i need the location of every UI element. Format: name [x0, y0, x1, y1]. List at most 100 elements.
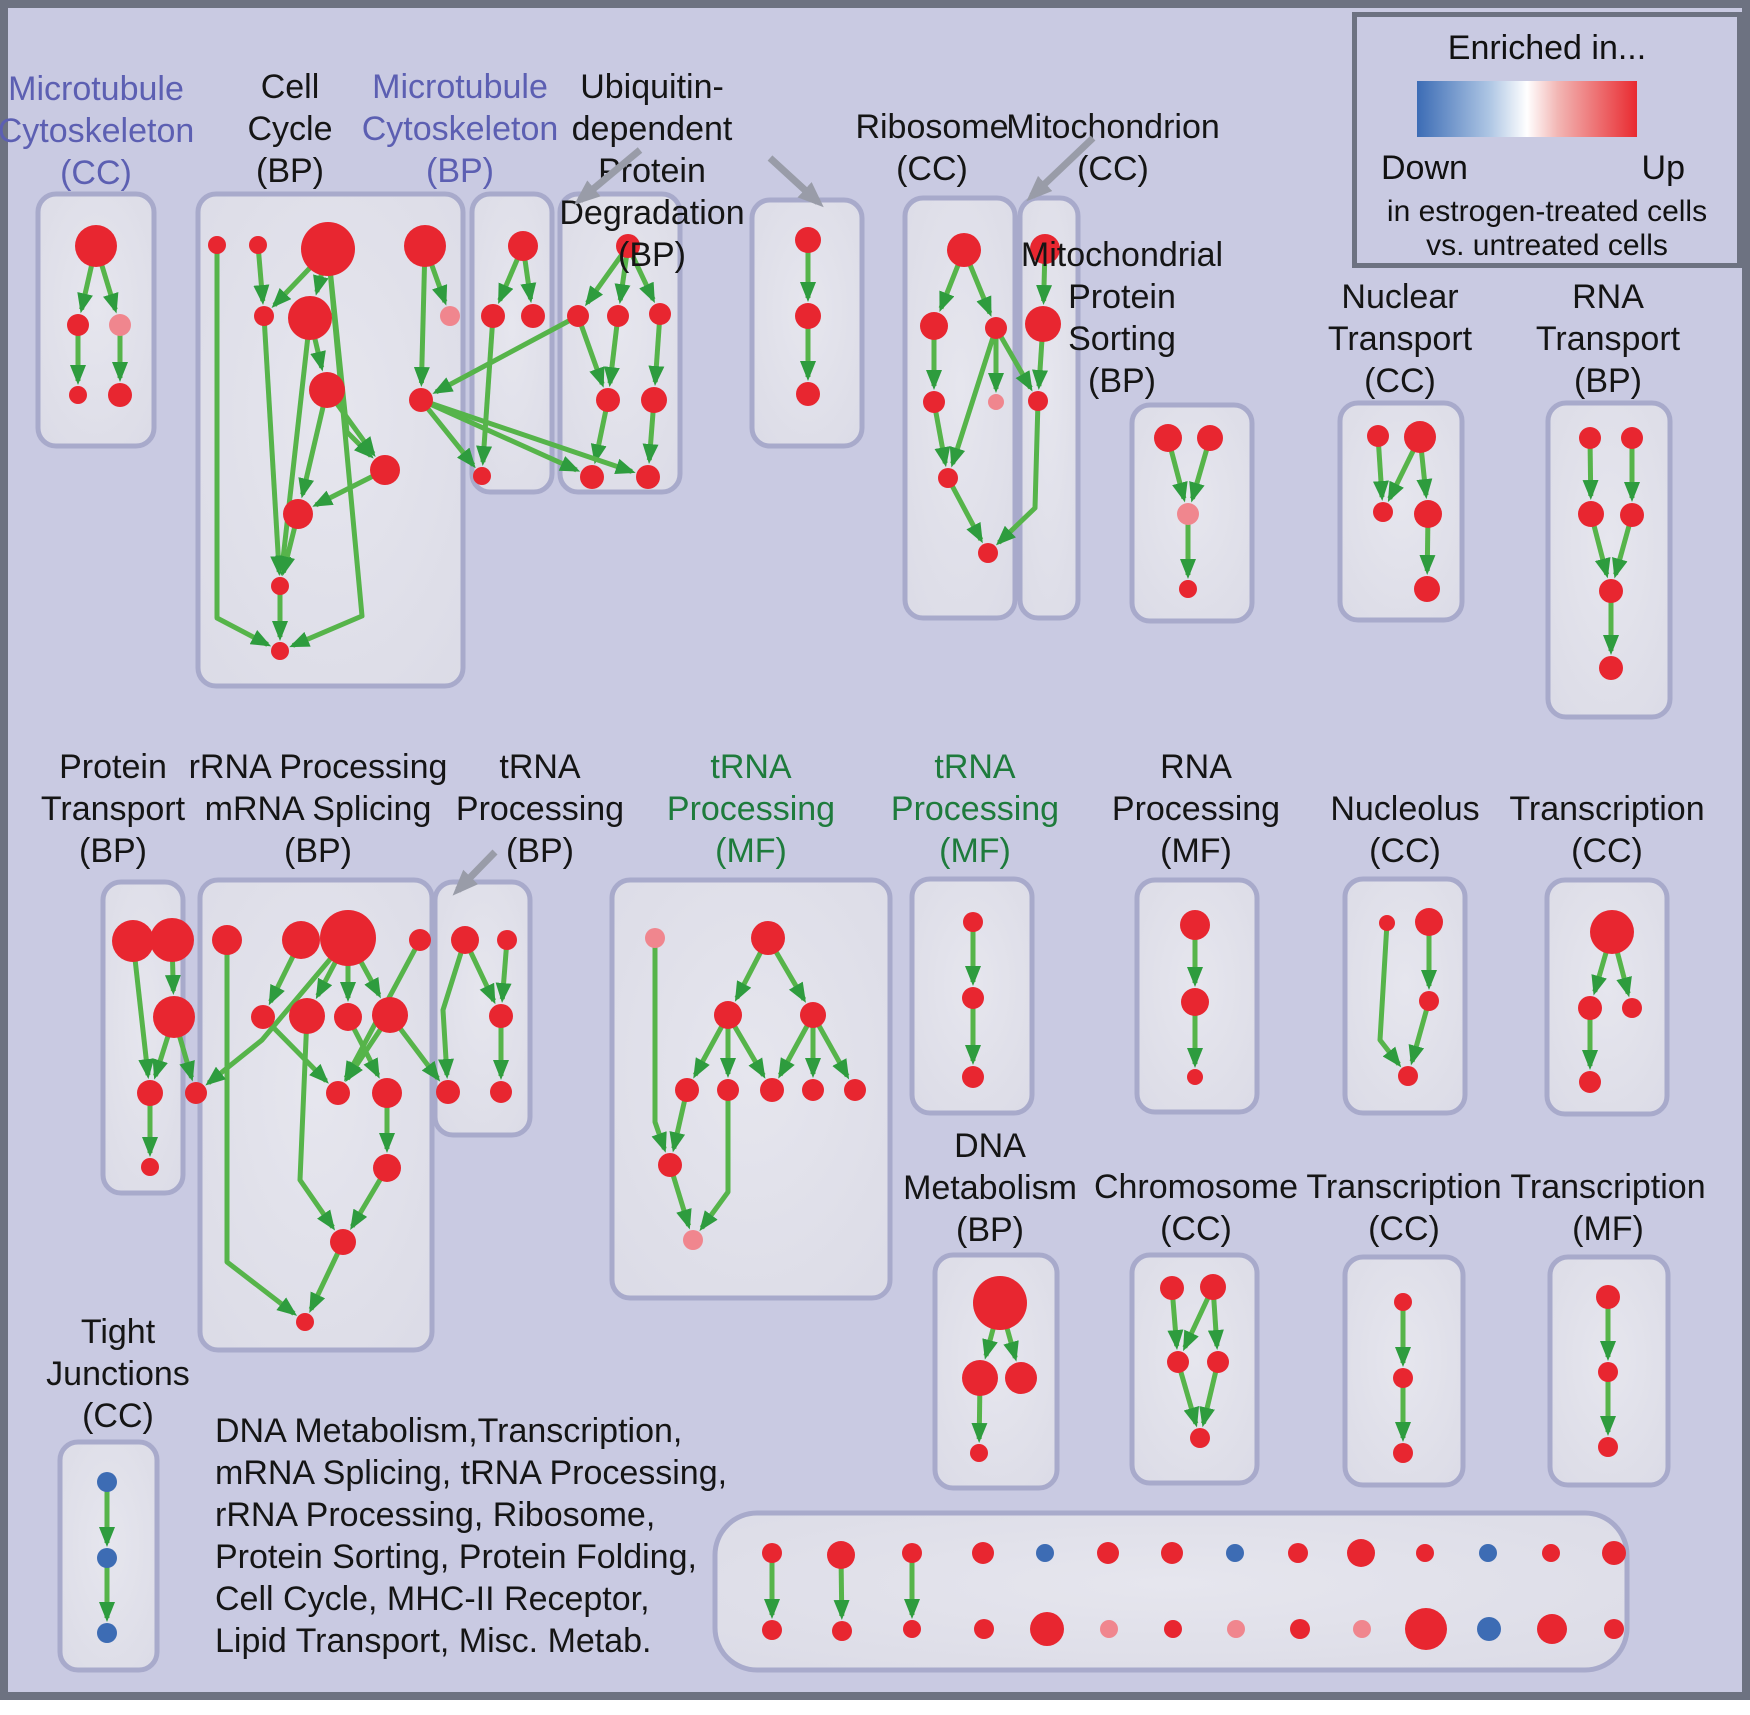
- cluster-label-trna-processing-bp: (BP): [506, 832, 574, 870]
- go-term-node-red: [1537, 1614, 1567, 1644]
- edge-arrow: [289, 248, 365, 648]
- cluster-label-transcription-cc-2: (CC): [1368, 1210, 1440, 1248]
- go-term-node-red: [1579, 427, 1601, 449]
- go-term-node-red: [1542, 1544, 1560, 1562]
- cluster-label-mitochondrial-protein-sorting-bp: Protein: [1068, 278, 1176, 316]
- cluster-label-trna-processing-mf-large: tRNA: [710, 748, 792, 786]
- go-term-node-red: [254, 306, 274, 326]
- go-term-node-red: [800, 1002, 826, 1028]
- go-term-node-red: [69, 386, 87, 404]
- go-term-node-red: [795, 303, 821, 329]
- cluster-label-rrna-processing-mrna-splicing-bp: mRNA Splicing: [205, 790, 432, 828]
- go-term-node-red: [112, 920, 154, 962]
- cluster-box-microtubule-cytoskeleton-bp: [469, 191, 555, 495]
- cluster-box-shared-terms: [712, 1510, 1630, 1673]
- cluster-label-rna-processing-mf: Processing: [1112, 790, 1280, 828]
- go-term-node-red: [1290, 1619, 1310, 1639]
- edge-arrow: [648, 313, 665, 387]
- go-term-node-red: [796, 382, 820, 406]
- go-term-node-red: [970, 1444, 988, 1462]
- cluster-label-protein-transport-bp: Transport: [41, 790, 186, 828]
- go-term-node-red: [75, 225, 117, 267]
- go-term-node-red: [985, 317, 1007, 339]
- edge-arrow: [651, 938, 667, 1153]
- cluster-label-dna-metabolism-bp: DNA: [954, 1127, 1026, 1165]
- go-term-node-pink: [109, 314, 131, 336]
- edge-arrow: [949, 327, 999, 468]
- go-term-node-pink: [988, 394, 1004, 410]
- cluster-label-transcription-mf: (MF): [1572, 1210, 1644, 1248]
- cluster-label-microtubule-cytoskeleton-bp: (BP): [426, 152, 494, 190]
- go-term-node-red: [1367, 425, 1389, 447]
- go-term-node-red: [938, 468, 958, 488]
- go-term-node-red: [490, 1081, 512, 1103]
- cluster-label-cell-cycle-bp: Cell: [261, 68, 320, 106]
- edge-arrow: [419, 397, 581, 473]
- go-term-node-red: [1620, 503, 1644, 527]
- go-term-node-red: [1602, 1541, 1626, 1565]
- go-term-node-red: [141, 1158, 159, 1176]
- cluster-box-transcription-cc: [1544, 877, 1670, 1117]
- go-term-node-red: [330, 1229, 356, 1255]
- go-term-node-red: [409, 388, 433, 412]
- go-term-node-red: [1160, 1276, 1184, 1300]
- go-term-node-red: [1598, 1437, 1618, 1457]
- go-term-node-red: [649, 303, 671, 325]
- go-term-node-red: [153, 996, 195, 1038]
- cluster-label-protein-transport-bp: Protein: [59, 748, 167, 786]
- edge-arrow: [993, 326, 1033, 392]
- go-term-node-red: [212, 925, 242, 955]
- go-term-node-red: [1288, 1543, 1308, 1563]
- label-pointer-arrow: [574, 147, 643, 205]
- go-term-node-red: [760, 1078, 784, 1102]
- go-term-node-red: [1596, 1285, 1620, 1309]
- go-term-node-red: [1405, 1608, 1447, 1650]
- go-term-node-red: [795, 227, 821, 253]
- edge-arrow: [419, 398, 476, 469]
- go-term-node-red: [1419, 991, 1439, 1011]
- go-term-node-red: [902, 1543, 922, 1563]
- go-term-node-red: [658, 1153, 682, 1177]
- cluster-label-microtubule-cytoskeleton-cc: Microtubule: [8, 70, 184, 108]
- edge-arrow: [476, 315, 496, 467]
- label-pointer-arrow: [767, 155, 824, 208]
- cluster-label-cell-cycle-bp: (BP): [256, 152, 324, 190]
- edge-arrow: [432, 313, 580, 395]
- go-term-node-blue: [1479, 1544, 1497, 1562]
- go-term-node-red: [844, 1079, 866, 1101]
- go-term-node-red: [1622, 998, 1642, 1018]
- cluster-label-ubiquitin-dependent-protein-degradation-bp: Degradation: [559, 194, 744, 232]
- cluster-label-dna-metabolism-bp: (BP): [956, 1211, 1024, 1249]
- cluster-label-microtubule-cytoskeleton-bp: Microtubule: [372, 68, 548, 106]
- go-term-node-red: [972, 1542, 994, 1564]
- edge-arrow: [945, 476, 984, 544]
- edge-arrow: [1377, 922, 1402, 1068]
- edge-arrow: [438, 939, 468, 1080]
- edge-arrow: [205, 936, 350, 1086]
- go-term-node-red: [497, 930, 517, 950]
- cluster-label-trna-processing-mf-large: (MF): [715, 832, 787, 870]
- cluster-label-rna-processing-mf: (MF): [1160, 832, 1232, 870]
- label-pointer-arrow: [1026, 135, 1096, 202]
- go-term-node-red: [978, 543, 998, 563]
- cluster-label-tight-junctions-cc: (CC): [82, 1397, 154, 1435]
- go-term-node-red: [288, 296, 332, 340]
- cluster-label-trna-processing-mf-small: Processing: [891, 790, 1059, 828]
- go-term-node-red: [962, 1066, 984, 1088]
- go-term-node-blue: [97, 1623, 117, 1643]
- go-term-node-pink: [645, 928, 665, 948]
- shared-terms-line: Protein Sorting, Protein Folding,: [215, 1538, 697, 1576]
- go-term-node-red: [1025, 306, 1061, 342]
- cluster-box-microtubule-cytoskeleton-cc: [35, 191, 157, 449]
- cluster-label-mitochondrial-protein-sorting-bp: (BP): [1088, 362, 1156, 400]
- go-term-node-red: [1394, 1293, 1412, 1311]
- go-term-node-red: [1393, 1368, 1413, 1388]
- go-term-node-red: [580, 465, 604, 489]
- go-term-node-blue: [97, 1472, 117, 1492]
- go-term-node-red: [923, 391, 945, 413]
- go-term-node-red: [409, 929, 431, 951]
- shared-terms-line: Lipid Transport, Misc. Metab.: [215, 1622, 652, 1660]
- go-term-node-red: [481, 304, 505, 328]
